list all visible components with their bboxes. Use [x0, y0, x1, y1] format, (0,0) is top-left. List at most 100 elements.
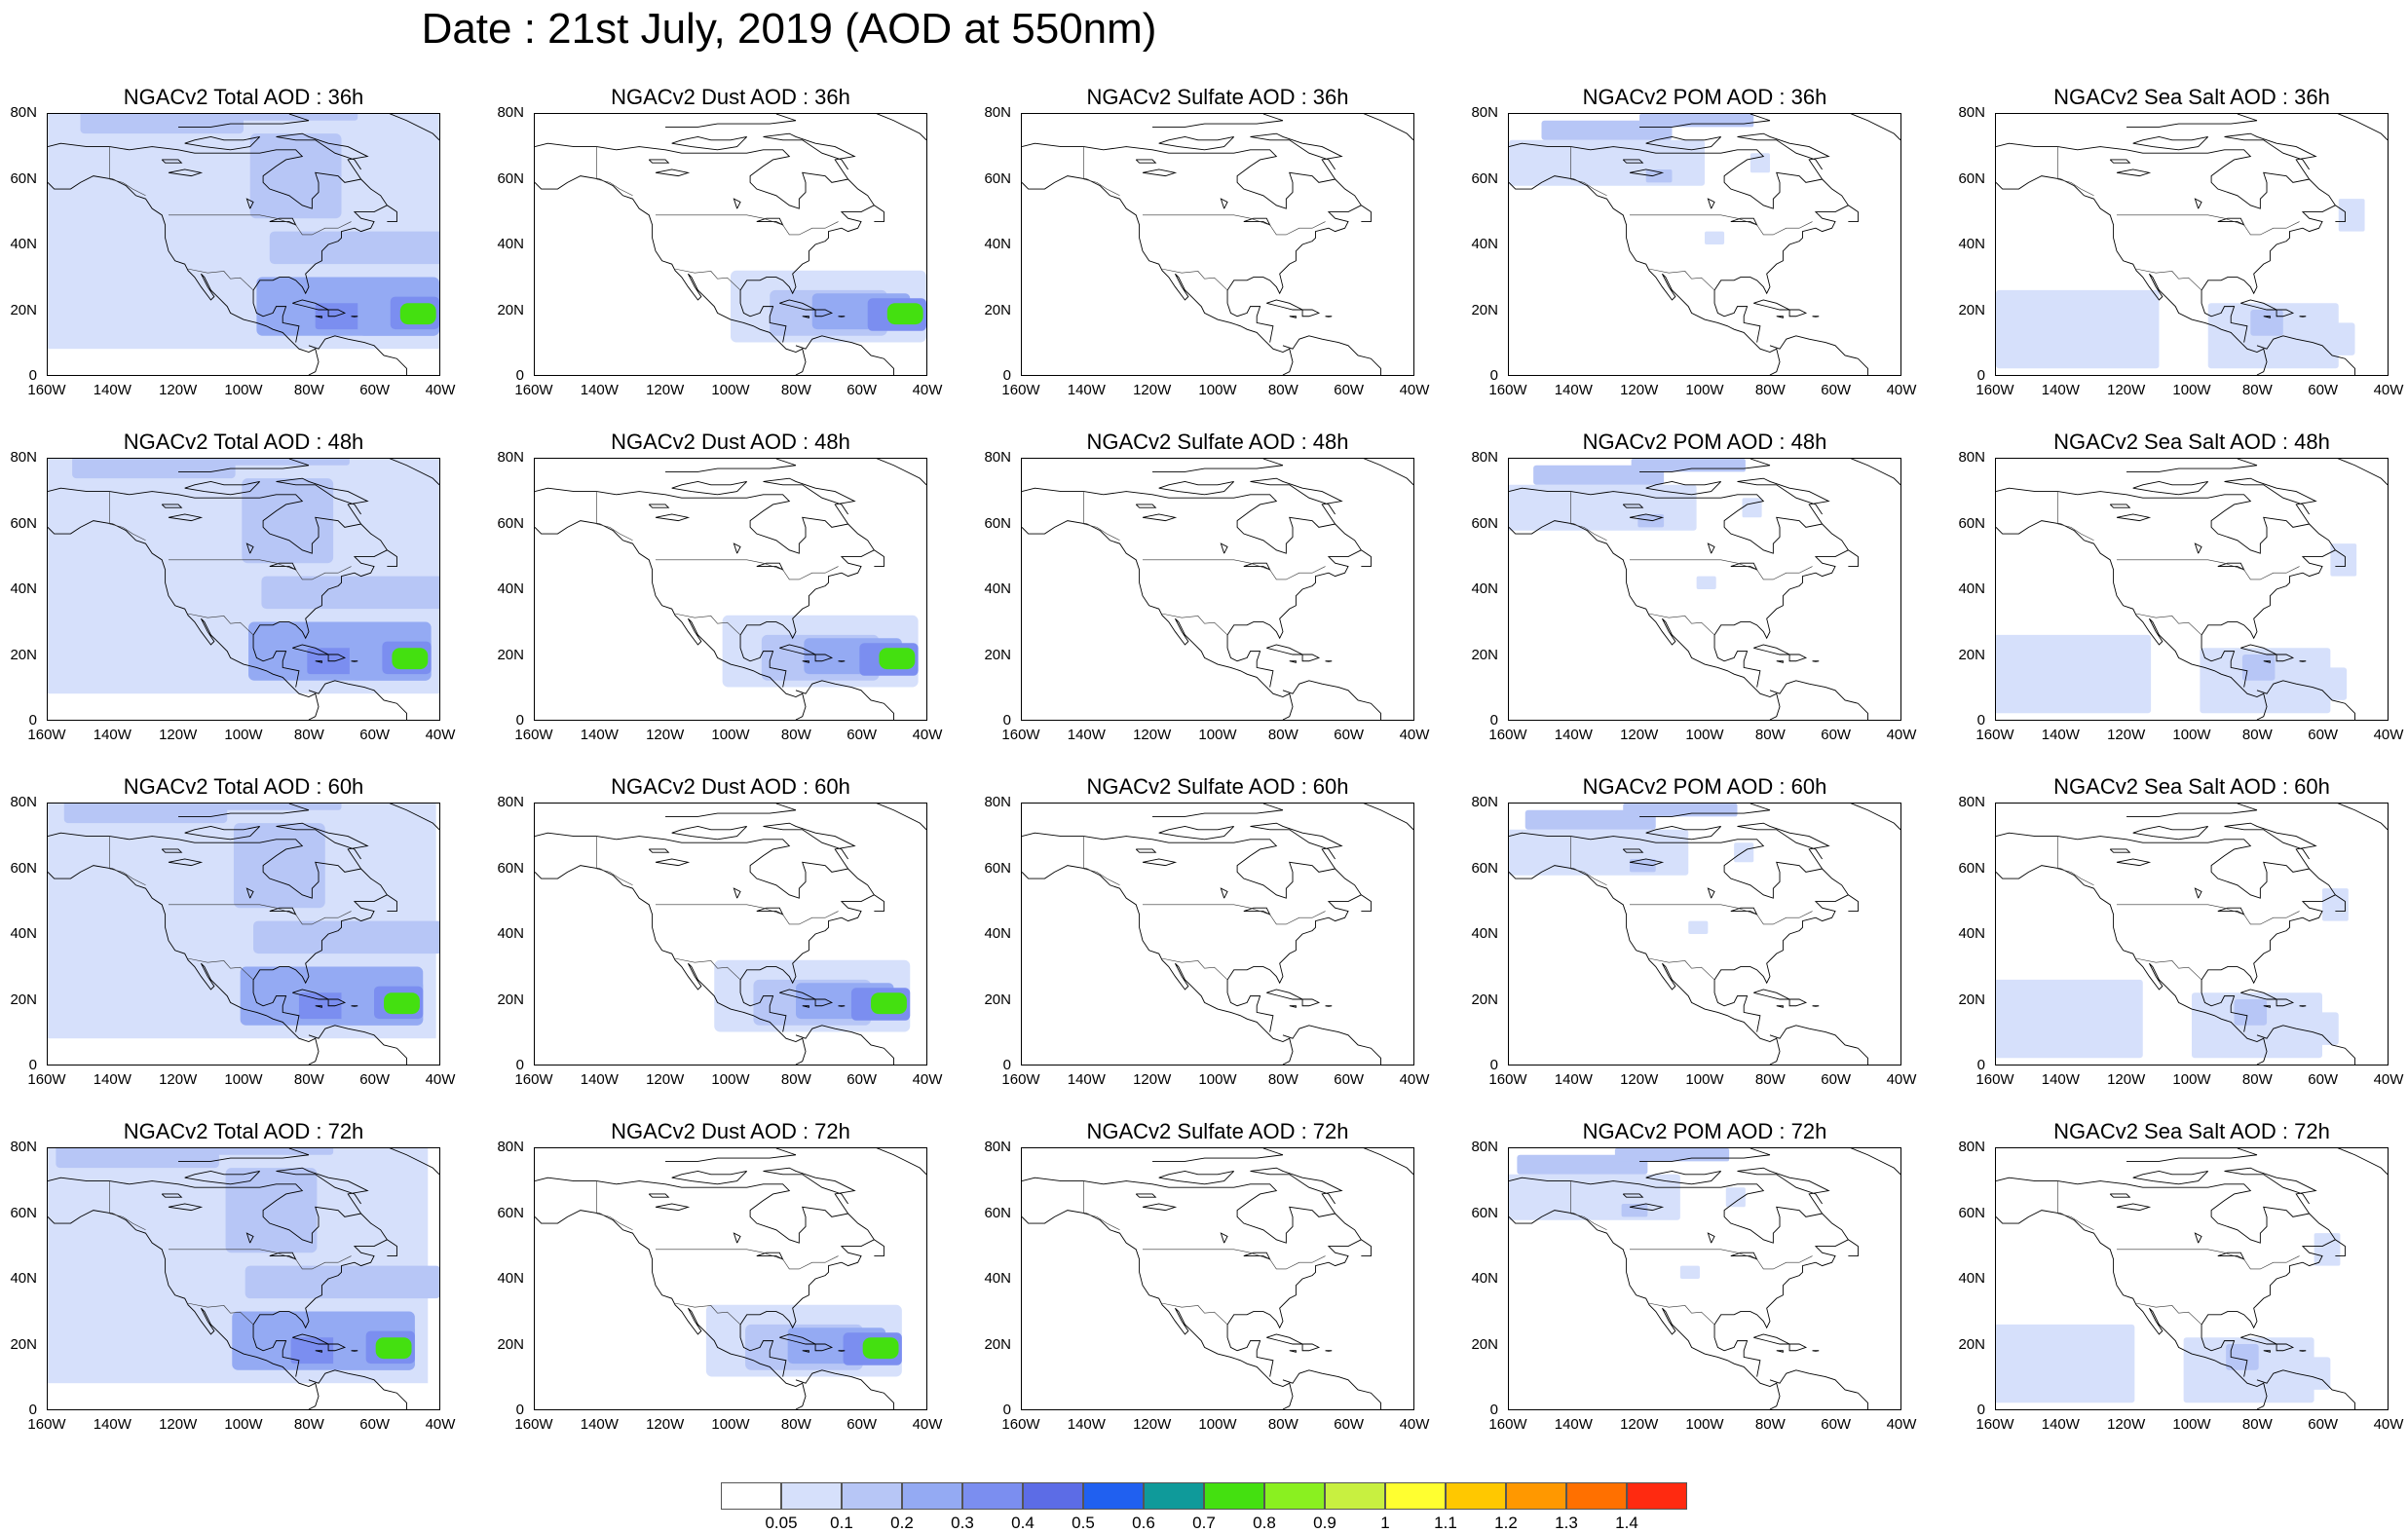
y-tick-label: 60N	[1471, 859, 1498, 877]
country-border	[109, 836, 146, 886]
country-border	[1649, 268, 1715, 291]
coastline	[1639, 114, 1771, 128]
x-tick-label: 140W	[2041, 382, 2080, 398]
colorbar-label: 0.3	[951, 1514, 974, 1532]
coastline	[2132, 135, 2209, 151]
coastline	[178, 459, 310, 472]
coastline	[1220, 1232, 1228, 1244]
x-tick-label: 40W	[912, 727, 943, 743]
y-tick-label: 0	[1002, 712, 1011, 729]
coastline	[1142, 1203, 1178, 1212]
map-panel: NGACv2 Sea Salt AOD : 48h 80N 60N 40N 20N 0 16…	[1948, 430, 2408, 771]
x-tick-label: 60W	[847, 1071, 878, 1088]
map-panel: NGACv2 Sulfate AOD : 48h 80N 60N 40N 20N 0 160…	[974, 430, 1461, 771]
country-border	[2116, 559, 2300, 580]
coastline	[1243, 217, 1271, 226]
x-tick-label: 80W	[293, 382, 324, 398]
x-tick-label: 40W	[1399, 727, 1430, 743]
x-tick-label: 160W	[514, 382, 553, 398]
x-tick-label: 40W	[912, 1071, 943, 1088]
coastline	[1730, 907, 1758, 916]
coastline	[1850, 1148, 1900, 1176]
colorbar-label: 1.3	[1555, 1514, 1578, 1532]
aod-shading	[1509, 139, 1705, 186]
map-plot-area	[1995, 803, 2389, 1066]
map-panel: NGACv2 Sea Salt AOD : 36h 80N 60N 40N 20N 0 16…	[1948, 85, 2408, 427]
coastline	[1753, 1333, 1790, 1345]
panel-title: NGACv2 Sulfate AOD : 72h	[1086, 1119, 1349, 1143]
coastline	[763, 132, 856, 180]
aod-map	[1509, 804, 1900, 1065]
x-tick-label: 140W	[93, 1071, 132, 1088]
coastline	[1996, 487, 2337, 688]
coastline	[756, 217, 784, 226]
coastline	[2263, 660, 2271, 663]
coastline	[315, 660, 322, 663]
aod-shading	[261, 576, 439, 610]
aod-shading	[1679, 1265, 1700, 1279]
coastline	[763, 477, 856, 525]
coastline	[1812, 1350, 1820, 1352]
x-tick-label: 120W	[1133, 382, 1172, 398]
aod-shading	[2234, 999, 2268, 1026]
aod-shading	[2241, 654, 2276, 681]
map-panel: NGACv2 Dust AOD : 36h 80N 60N 40N 20N 0 160W 14…	[487, 85, 974, 427]
coastline	[1737, 1167, 1830, 1215]
coastline	[276, 1167, 369, 1215]
x-tick-label: 40W	[2373, 382, 2404, 398]
coastline	[1158, 825, 1235, 841]
coastline	[1301, 654, 1321, 662]
x-tick-label: 160W	[1488, 382, 1527, 398]
aod-shading	[2314, 1233, 2341, 1266]
coastline	[161, 848, 183, 853]
country-border	[188, 268, 254, 291]
coastline	[2126, 1148, 2258, 1162]
country-border	[675, 1302, 741, 1326]
map-panel: NGACv2 Sulfate AOD : 72h 80N 60N 40N 20N 0 160…	[974, 1119, 1461, 1461]
x-tick-label: 40W	[1399, 1071, 1430, 1088]
aod-shading	[186, 459, 350, 466]
coastline	[1509, 520, 1781, 720]
colorbar-label: 0.9	[1313, 1514, 1336, 1532]
coastline	[327, 654, 347, 662]
y-tick-label: 0	[515, 1057, 524, 1073]
coastline	[308, 1025, 407, 1065]
y-tick-label: 60N	[497, 514, 524, 532]
x-tick-label: 80W	[1754, 727, 1786, 743]
coastline	[1639, 804, 1771, 817]
coastline	[733, 887, 741, 899]
colorbar-label: 0.1	[830, 1514, 853, 1532]
country-border	[1162, 1302, 1228, 1326]
panel-title: NGACv2 Dust AOD : 48h	[611, 430, 850, 454]
country-border	[1649, 613, 1715, 636]
coastline	[1152, 1148, 1284, 1162]
y-tick-label: 20N	[497, 301, 524, 318]
x-tick-label: 160W	[1975, 1071, 2014, 1088]
aod-shading	[2338, 199, 2365, 232]
x-tick-label: 100W	[1198, 727, 1237, 743]
coastline	[2217, 217, 2245, 226]
coastline	[1996, 1177, 2337, 1377]
coastline	[351, 1350, 358, 1352]
coastline	[665, 459, 797, 472]
x-tick-label: 60W	[1821, 382, 1852, 398]
coastline	[2224, 477, 2317, 525]
country-border	[1083, 491, 1120, 542]
map-panel: NGACv2 Sea Salt AOD : 72h 80N 60N 40N 20N 0 16…	[1948, 1119, 2408, 1461]
country-border	[109, 1180, 146, 1231]
map-plot-area	[1021, 458, 1414, 721]
country-border	[168, 559, 352, 580]
coastline	[876, 1148, 926, 1176]
coastline	[1509, 832, 1850, 1032]
coastline	[874, 894, 884, 913]
y-tick-label: 60N	[10, 169, 37, 187]
x-tick-label: 100W	[1685, 1071, 1724, 1088]
y-tick-label: 40N	[1958, 580, 1985, 597]
x-tick-label: 40W	[1886, 382, 1917, 398]
x-tick-label: 160W	[514, 727, 553, 743]
coastline	[1158, 480, 1235, 496]
x-tick-label: 140W	[93, 727, 132, 743]
y-tick-label: 40N	[984, 236, 1011, 252]
y-tick-label: 0	[1489, 1057, 1498, 1073]
x-tick-label: 120W	[646, 727, 685, 743]
